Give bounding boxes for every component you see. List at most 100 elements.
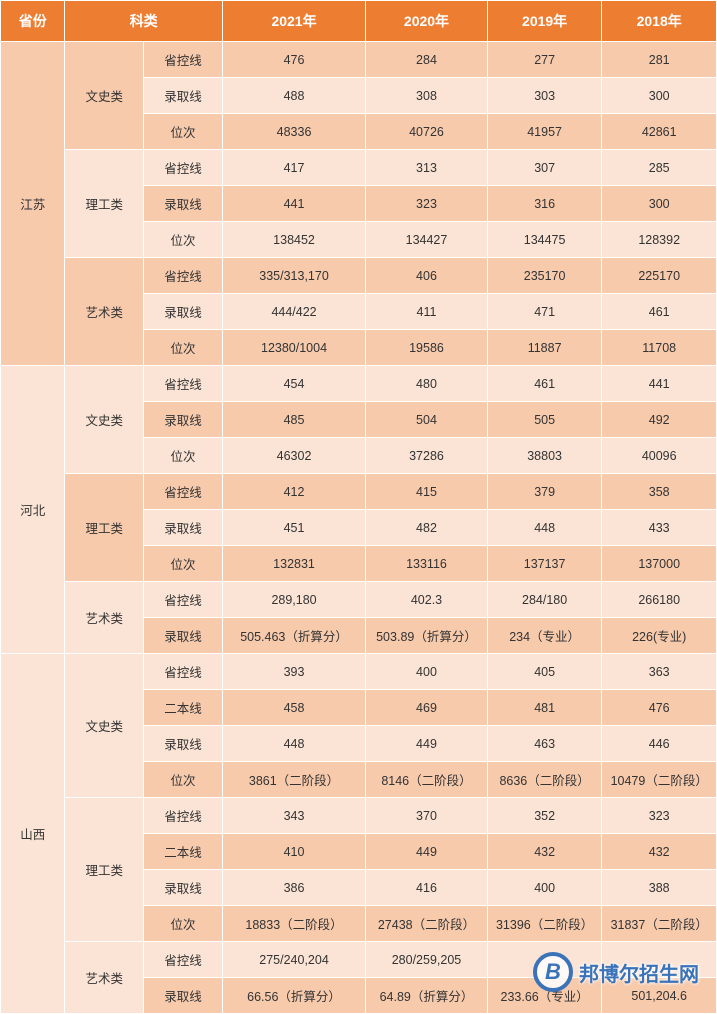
value-cell: 300: [602, 186, 717, 222]
metric-cell: 省控线: [144, 258, 223, 294]
value-cell: 137000: [602, 546, 717, 582]
value-cell: 449: [366, 726, 488, 762]
value-cell: 12380/1004: [222, 330, 365, 366]
value-cell: 31396（二阶段）: [487, 906, 602, 942]
value-cell: 284/180: [487, 582, 602, 618]
metric-cell: 二本线: [144, 690, 223, 726]
value-cell: 316: [487, 186, 602, 222]
value-cell: 307: [487, 150, 602, 186]
value-cell: 275/240,204: [222, 942, 365, 978]
value-cell: 448: [222, 726, 365, 762]
province-cell: 河北: [1, 366, 65, 654]
value-cell: 128392: [602, 222, 717, 258]
value-cell: 313: [366, 150, 488, 186]
value-cell: 358: [602, 474, 717, 510]
value-cell: 352: [487, 798, 602, 834]
value-cell: 133116: [366, 546, 488, 582]
value-cell: 11887: [487, 330, 602, 366]
value-cell: 335/313,170: [222, 258, 365, 294]
value-cell: 8636（二阶段）: [487, 762, 602, 798]
value-cell: [602, 942, 717, 978]
metric-cell: 录取线: [144, 78, 223, 114]
value-cell: 444/422: [222, 294, 365, 330]
metric-cell: 省控线: [144, 366, 223, 402]
value-cell: 412: [222, 474, 365, 510]
header-2020: 2020年: [366, 1, 488, 42]
metric-cell: 录取线: [144, 186, 223, 222]
value-cell: 138452: [222, 222, 365, 258]
value-cell: 27438（二阶段）: [366, 906, 488, 942]
value-cell: 134475: [487, 222, 602, 258]
value-cell: 485: [222, 402, 365, 438]
value-cell: 379: [487, 474, 602, 510]
table-row: 江苏文史类省控线476284277281: [1, 42, 717, 78]
value-cell: 480: [366, 366, 488, 402]
value-cell: 458: [222, 690, 365, 726]
value-cell: 505.463（折算分）: [222, 618, 365, 654]
metric-cell: 位次: [144, 330, 223, 366]
category-cell: 文史类: [65, 366, 144, 474]
value-cell: 370: [366, 798, 488, 834]
table-row: 山西文史类省控线393400405363: [1, 654, 717, 690]
metric-cell: 省控线: [144, 798, 223, 834]
value-cell: 448: [487, 510, 602, 546]
value-cell: 416: [366, 870, 488, 906]
value-cell: 492: [602, 402, 717, 438]
value-cell: 415: [366, 474, 488, 510]
metric-cell: 省控线: [144, 942, 223, 978]
metric-cell: 省控线: [144, 42, 223, 78]
value-cell: 46302: [222, 438, 365, 474]
table-row: 艺术类省控线275/240,204280/259,205: [1, 942, 717, 978]
metric-cell: 录取线: [144, 618, 223, 654]
value-cell: 18833（二阶段）: [222, 906, 365, 942]
value-cell: 488: [222, 78, 365, 114]
value-cell: 8146（二阶段）: [366, 762, 488, 798]
header-2018: 2018年: [602, 1, 717, 42]
value-cell: 343: [222, 798, 365, 834]
value-cell: 3861（二阶段）: [222, 762, 365, 798]
metric-cell: 位次: [144, 546, 223, 582]
metric-cell: 省控线: [144, 582, 223, 618]
header-row: 省份 科类 2021年 2020年 2019年 2018年: [1, 1, 717, 42]
value-cell: 303: [487, 78, 602, 114]
header-category: 科类: [65, 1, 223, 42]
value-cell: 38803: [487, 438, 602, 474]
value-cell: 48336: [222, 114, 365, 150]
value-cell: 234（专业）: [487, 618, 602, 654]
metric-cell: 省控线: [144, 474, 223, 510]
category-cell: 艺术类: [65, 258, 144, 366]
category-cell: 理工类: [65, 798, 144, 942]
value-cell: 363: [602, 654, 717, 690]
metric-cell: 二本线: [144, 834, 223, 870]
header-2021: 2021年: [222, 1, 365, 42]
value-cell: 400: [487, 870, 602, 906]
value-cell: 225170: [602, 258, 717, 294]
metric-cell: 录取线: [144, 978, 223, 1014]
table-body: 江苏文史类省控线476284277281录取线488308303300位次483…: [1, 42, 717, 1014]
value-cell: 405: [487, 654, 602, 690]
value-cell: 393: [222, 654, 365, 690]
value-cell: 235170: [487, 258, 602, 294]
value-cell: 433: [602, 510, 717, 546]
value-cell: 441: [222, 186, 365, 222]
metric-cell: 录取线: [144, 510, 223, 546]
value-cell: 19586: [366, 330, 488, 366]
value-cell: 308: [366, 78, 488, 114]
value-cell: 284: [366, 42, 488, 78]
value-cell: 446: [602, 726, 717, 762]
value-cell: 476: [222, 42, 365, 78]
value-cell: 501,204.6: [602, 978, 717, 1014]
table-row: 理工类省控线417313307285: [1, 150, 717, 186]
value-cell: 400: [366, 654, 488, 690]
value-cell: 42861: [602, 114, 717, 150]
value-cell: 132831: [222, 546, 365, 582]
value-cell: 233.66（专业）: [487, 978, 602, 1014]
metric-cell: 录取线: [144, 870, 223, 906]
value-cell: 481: [487, 690, 602, 726]
value-cell: 411: [366, 294, 488, 330]
value-cell: 323: [602, 798, 717, 834]
table-row: 理工类省控线412415379358: [1, 474, 717, 510]
category-cell: 文史类: [65, 42, 144, 150]
value-cell: 226(专业): [602, 618, 717, 654]
category-cell: 文史类: [65, 654, 144, 798]
